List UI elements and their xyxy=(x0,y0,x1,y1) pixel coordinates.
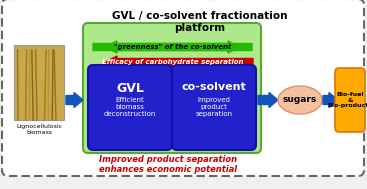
FancyBboxPatch shape xyxy=(335,68,365,132)
Ellipse shape xyxy=(278,86,322,114)
FancyArrow shape xyxy=(105,41,252,53)
Text: "greenness" of the co-solvent: "greenness" of the co-solvent xyxy=(114,44,231,50)
Text: Improved product separation
enhances economic potential: Improved product separation enhances eco… xyxy=(99,155,237,174)
FancyArrow shape xyxy=(66,92,83,108)
FancyArrow shape xyxy=(93,41,240,53)
FancyBboxPatch shape xyxy=(83,23,261,153)
Text: Efficient
biomass
deconstruction: Efficient biomass deconstruction xyxy=(104,97,156,117)
Text: Lignocellulosic
biomass: Lignocellulosic biomass xyxy=(16,124,62,135)
FancyBboxPatch shape xyxy=(172,65,256,150)
Text: Efficacy of carbohydrate separation: Efficacy of carbohydrate separation xyxy=(102,59,244,65)
Text: sugars: sugars xyxy=(283,95,317,105)
FancyArrow shape xyxy=(105,56,253,68)
Text: Improved
product
separation: Improved product separation xyxy=(196,97,233,117)
Text: GVL: GVL xyxy=(116,82,144,95)
FancyArrow shape xyxy=(323,92,338,108)
FancyBboxPatch shape xyxy=(88,65,172,150)
Text: GVL / co-solvent fractionation
platform: GVL / co-solvent fractionation platform xyxy=(112,11,288,33)
FancyArrow shape xyxy=(258,92,278,108)
Text: co-solvent: co-solvent xyxy=(182,82,246,92)
FancyBboxPatch shape xyxy=(14,45,64,120)
Text: Bio-fuel
&
Bio-products: Bio-fuel & Bio-products xyxy=(327,92,367,108)
FancyBboxPatch shape xyxy=(2,0,364,176)
